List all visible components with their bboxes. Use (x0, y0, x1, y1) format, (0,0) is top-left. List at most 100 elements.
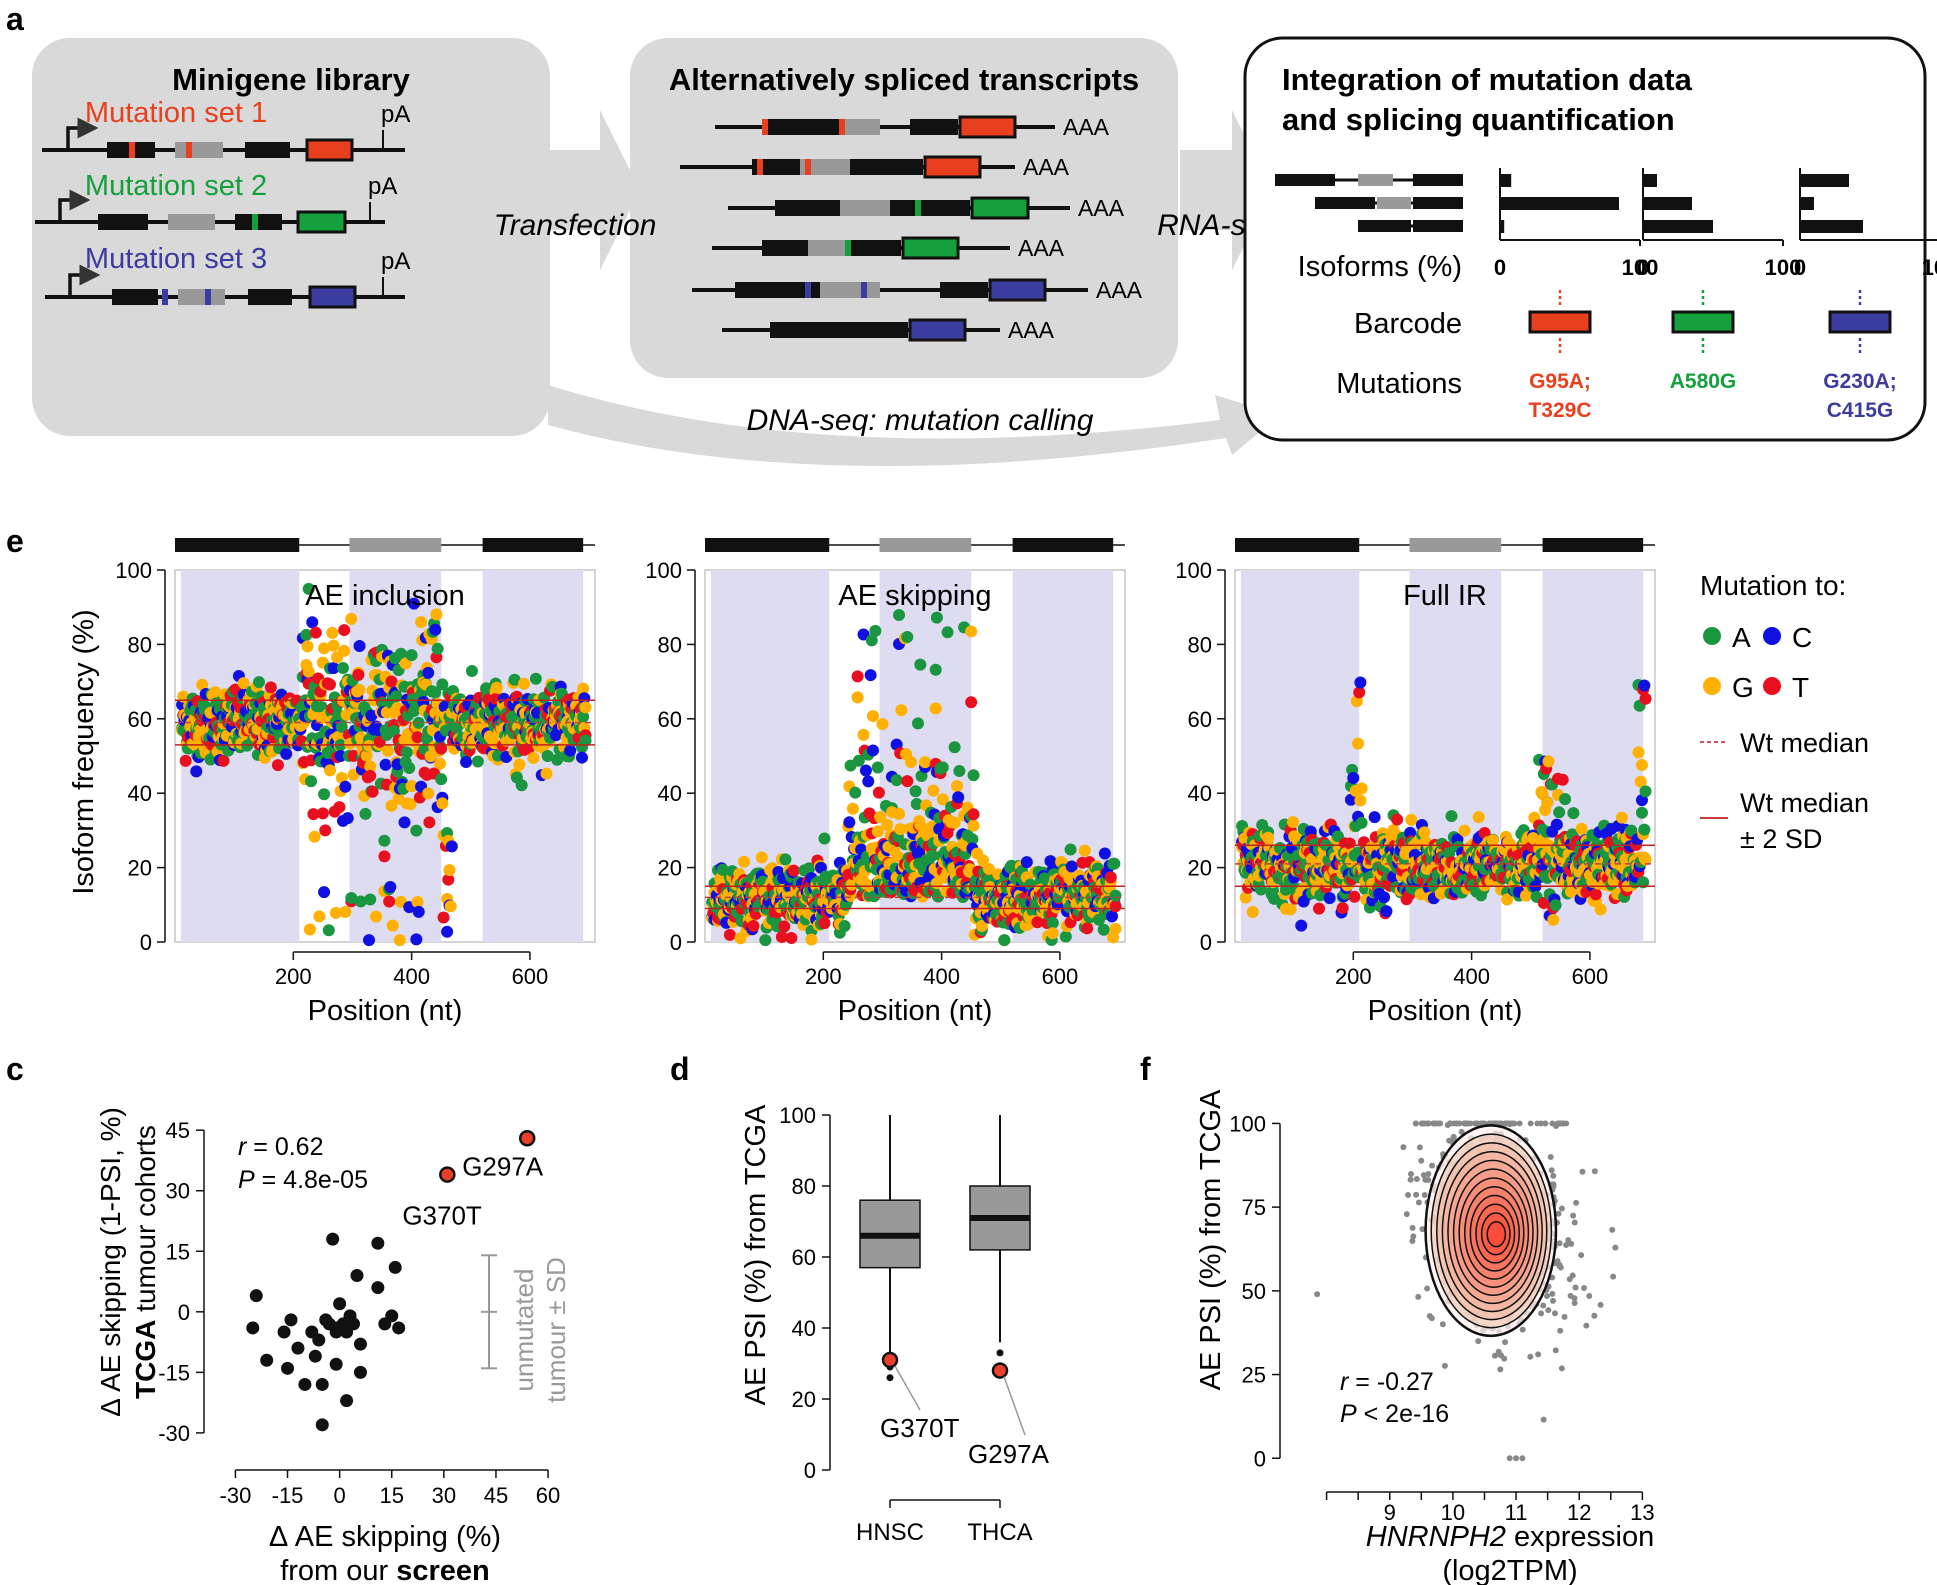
data-point (333, 1297, 347, 1311)
isoform-bar (1800, 220, 1863, 233)
data-point (551, 753, 564, 766)
data-point (1354, 794, 1367, 807)
data-point (271, 759, 284, 772)
barcode-chip (1528, 310, 1592, 334)
data-point (723, 928, 736, 941)
gene-alt-exon (879, 538, 972, 552)
data-point (1443, 847, 1456, 860)
data-point (363, 934, 376, 947)
data-point (1475, 1338, 1482, 1345)
data-point (1639, 785, 1652, 798)
integration-title-1: Integration of mutation data (1282, 62, 1693, 97)
data-point (864, 669, 877, 682)
data-point (445, 840, 458, 853)
data-point (217, 754, 230, 767)
isoform-bar (1500, 197, 1619, 210)
data-point (347, 1317, 361, 1331)
y-tick-label: 20 (128, 856, 152, 881)
y-tick-label: 40 (658, 781, 682, 806)
data-point (1439, 1321, 1446, 1328)
data-point (318, 642, 331, 655)
transfection-label: Transfection (494, 209, 657, 242)
data-point (1578, 1252, 1585, 1259)
data-point (1549, 1290, 1556, 1297)
data-point (329, 906, 342, 919)
data-point (577, 710, 590, 723)
data-point (1638, 823, 1651, 836)
data-point (871, 825, 884, 838)
gene-exon-1 (175, 538, 300, 552)
data-point (914, 658, 927, 671)
panel-c-ylabel-1: Δ AE skipping (1-PSI, %) (95, 1107, 126, 1417)
y-tick-label: 15 (166, 1239, 190, 1264)
data-point (1535, 1351, 1542, 1358)
data-point (1541, 796, 1554, 809)
data-point (441, 925, 454, 938)
data-point (345, 891, 358, 904)
data-point (1594, 903, 1607, 916)
data-point (872, 786, 885, 799)
panel-f-ylabel: AE PSI (%) from TCGA (1195, 1089, 1227, 1390)
pa-label: pA (381, 101, 410, 128)
data-point (1491, 1352, 1498, 1359)
barcode-box (305, 138, 354, 162)
data-point (909, 785, 922, 798)
data-point (1419, 1226, 1426, 1233)
data-point (1046, 916, 1059, 929)
data-point (1424, 1120, 1431, 1127)
bar-axis-min: 0 (1637, 255, 1649, 280)
data-point (281, 1361, 295, 1375)
data-point (1447, 1120, 1454, 1127)
x-tick-label: -15 (272, 1483, 304, 1508)
legend-title: Mutation to: (1700, 570, 1846, 601)
y-tick-label: 30 (166, 1179, 190, 1204)
data-point (1064, 843, 1077, 856)
data-point (345, 612, 358, 625)
transcript-list: AAA AAA AAA AAA AAA AAA (680, 114, 1143, 343)
panel-f-letter: f (1140, 1051, 1151, 1087)
transfection-arrow (548, 110, 640, 270)
panel-c: c Δ AE skipping (1-PSI, %) TCGA tumour c… (6, 1051, 571, 1585)
isoform-bar (1643, 174, 1657, 187)
x-tick-label: 13 (1630, 1500, 1654, 1525)
mutation-mark (205, 289, 211, 305)
data-point (308, 830, 321, 843)
transcripts-title: Alternatively spliced transcripts (669, 62, 1139, 97)
y-tick-label: 100 (645, 558, 682, 583)
pa-label: pA (368, 173, 397, 200)
data-point (423, 816, 436, 829)
polya-label: AAA (1008, 317, 1055, 343)
data-point (435, 773, 448, 786)
transcript-exon (940, 282, 988, 298)
data-point (403, 761, 416, 774)
hnrnph2-italic: HNRNPH2 (1366, 1521, 1506, 1553)
data-point (1413, 1175, 1420, 1182)
highlight-point (881, 1351, 899, 1369)
data-point (1501, 1355, 1508, 1362)
data-point (309, 626, 322, 639)
data-point (851, 691, 864, 704)
data-point (370, 910, 383, 923)
f-r-value: = -0.27 (1348, 1368, 1433, 1396)
barcode-box (296, 210, 347, 234)
data-point (1409, 1237, 1416, 1244)
exon (112, 289, 158, 305)
data-point (1610, 1273, 1617, 1280)
panel-a: a Minigene library pA Mutation set 1 pA Mut… (6, 1, 1937, 467)
integration-title-2: and splicing quantification (1282, 102, 1675, 137)
data-point (1550, 1172, 1557, 1179)
data-point (1632, 746, 1645, 759)
data-point (1502, 1120, 1509, 1127)
data-point (814, 861, 827, 874)
y-tick-label: 60 (128, 707, 152, 732)
promoter-arrow (58, 189, 91, 222)
data-point (1418, 1157, 1425, 1164)
panel-e-legend: Mutation to: A C G T Wt median Wt median… (1700, 570, 1869, 854)
data-point (1519, 1326, 1526, 1333)
data-point (1441, 1362, 1448, 1369)
isoform-bar (1500, 220, 1505, 233)
data-point (579, 701, 592, 714)
data-point (1559, 793, 1572, 806)
data-point (1407, 1176, 1414, 1183)
minigene-constructs: pA Mutation set 1 pA Mutation set 2 pA Mutati… (35, 97, 410, 309)
